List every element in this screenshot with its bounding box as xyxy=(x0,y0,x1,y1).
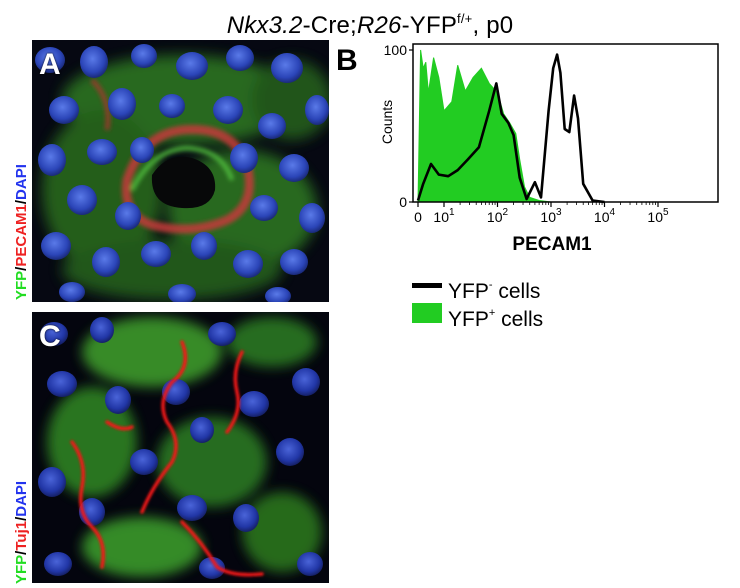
legend-label: YFP+ cells xyxy=(448,301,543,332)
y-tick-label: 0 xyxy=(399,194,407,210)
x-tick-label: 101 xyxy=(433,207,455,225)
title-cre: -Cre; xyxy=(302,12,357,39)
stain-label-segment: YFP xyxy=(13,270,30,300)
panel-a-letter: A xyxy=(39,48,61,81)
x-tick-label: 102 xyxy=(487,207,509,225)
title-gene: Nkx3.2 xyxy=(226,12,303,39)
stain-label-segment: / xyxy=(13,199,30,205)
histogram-series-yfp-negative xyxy=(416,53,605,204)
x-tick-label: 103 xyxy=(540,207,562,225)
panel-c-stain-label: YFP/Tuj1/DAPI xyxy=(12,324,32,584)
legend-label-suffix: cells xyxy=(492,280,541,303)
y-tick-label: 100 xyxy=(384,42,408,58)
title-yfp-superscript: f/+ xyxy=(457,11,473,26)
x-tick-label: 105 xyxy=(647,207,669,225)
stain-label-segment: Tuj1 xyxy=(13,520,30,551)
stain-label-segment: YFP xyxy=(13,554,30,584)
histogram-series-yfp-positive xyxy=(417,49,658,203)
panel-c-micrograph xyxy=(32,312,329,583)
legend-label-suffix: cells xyxy=(495,308,544,331)
y-axis-ticks: 0 100 xyxy=(384,42,413,210)
plot-frame xyxy=(412,43,719,203)
stain-label-segment: / xyxy=(13,266,30,271)
panel-a-stain-label: YFP/PECAM1/DAPI xyxy=(12,40,32,300)
plot-area xyxy=(416,49,658,204)
title-stage: , p0 xyxy=(472,12,514,39)
panel-a-micrograph xyxy=(32,40,329,302)
legend-swatch-green-fill xyxy=(412,303,442,323)
title-yfp: -YFP xyxy=(401,12,458,39)
stain-label-segment: DAPI xyxy=(13,480,30,517)
y-axis-label: Counts xyxy=(379,100,395,144)
stain-label-segment: DAPI xyxy=(13,164,30,200)
stain-label-segment: / xyxy=(13,516,30,521)
legend-swatch-black-line xyxy=(412,283,442,288)
panel-b-letter: B xyxy=(336,44,358,77)
legend-label-superscript: - xyxy=(488,279,493,291)
stain-label-segment: / xyxy=(13,550,30,555)
legend-label-superscript: + xyxy=(488,307,496,319)
legend-label: YFP- cells xyxy=(448,273,540,304)
legend-label-base: YFP xyxy=(448,280,489,303)
title-reporter: R26 xyxy=(356,12,402,39)
x-tick-label: 0 xyxy=(414,209,422,225)
figure-title: Nkx3.2-Cre;R26-YFPf/+, p0 xyxy=(0,4,740,41)
x-axis-ticks: 0 101 102 103 104 105 xyxy=(414,202,669,225)
stain-label-segment: PECAM1 xyxy=(13,204,30,267)
flow-cytometry-histogram: 0 100 0 101 102 103 104 105 Counts PECAM1 xyxy=(379,42,719,255)
x-axis-label: PECAM1 xyxy=(512,234,592,255)
legend-label-base: YFP xyxy=(448,308,489,331)
panel-c-letter: C xyxy=(39,320,61,353)
x-tick-label: 104 xyxy=(594,207,616,225)
